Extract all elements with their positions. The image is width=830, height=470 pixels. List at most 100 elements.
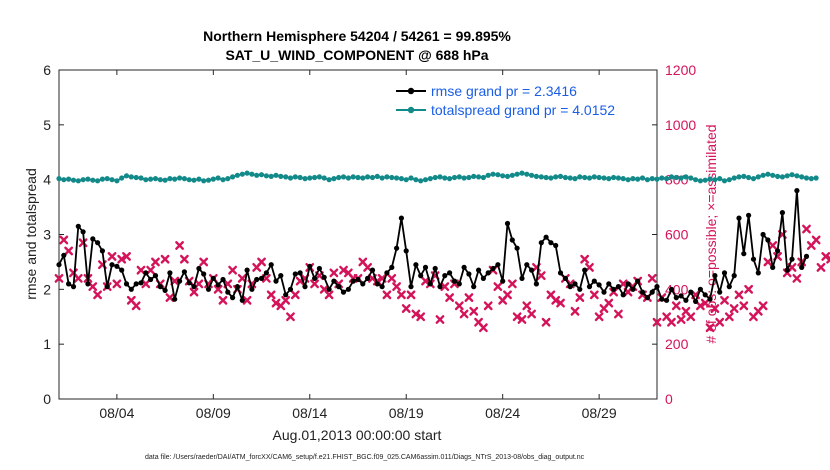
rmse-point [649, 289, 655, 295]
x-tick-label: 08/24 [485, 405, 520, 421]
rmse-point [109, 262, 115, 268]
obs-marker [744, 284, 754, 294]
totalspread-point [678, 175, 684, 181]
totalspread-point [389, 174, 395, 181]
totalspread-point [644, 177, 651, 183]
rmse-point [726, 284, 732, 290]
obs-marker [541, 317, 551, 327]
left-tick-label: 1 [43, 336, 51, 352]
totalspread-point [794, 173, 800, 179]
rmse-point [56, 262, 62, 268]
rmse-point [447, 270, 453, 276]
obs-marker [700, 298, 710, 308]
rmse-point [384, 270, 390, 276]
obs-marker [705, 323, 715, 333]
rmse-point [437, 284, 443, 290]
obs-marker [826, 254, 830, 264]
rmse-point [741, 251, 747, 257]
rmse-point [133, 281, 139, 287]
obs-marker [763, 257, 773, 267]
totalspread-point [447, 176, 453, 182]
obs-marker [792, 273, 802, 283]
totalspread-point [688, 175, 694, 181]
obs-marker [141, 279, 151, 289]
totalspread-point [712, 177, 718, 183]
obs-marker [440, 282, 450, 291]
totalspread-point [263, 173, 269, 179]
totalspread-point [268, 173, 274, 179]
obs-marker [146, 265, 156, 275]
rmse-point [635, 278, 641, 284]
rmse-point [442, 273, 448, 279]
obs-marker [536, 271, 546, 281]
obs-marker [464, 293, 474, 302]
rmse-point [717, 289, 723, 295]
totalspread-point [553, 174, 559, 180]
rmse-point [509, 237, 515, 243]
rmse-point [485, 270, 491, 276]
totalspread-point [606, 176, 612, 182]
totalspread-point [635, 176, 641, 182]
obs-marker [237, 273, 247, 283]
obs-marker [618, 279, 628, 289]
totalspread-point [287, 175, 294, 181]
totalspread-point [177, 175, 183, 181]
totalspread-point [90, 177, 96, 183]
totalspread-point [471, 173, 477, 179]
rmse-point [389, 264, 395, 270]
rmse-point [538, 240, 544, 246]
legend: rmse grand pr = 2.3416 totalspread grand… [396, 83, 615, 118]
rmse-point [177, 278, 183, 284]
rmse-point [803, 253, 810, 259]
rmse-point [625, 281, 631, 287]
obs-marker [493, 282, 503, 291]
obs-marker [589, 290, 599, 300]
rmse-point [750, 256, 757, 262]
rmse-point [495, 262, 501, 268]
right-tick-label: 1200 [665, 62, 696, 78]
rmse-point [707, 296, 713, 302]
rmse-point [138, 280, 144, 286]
rmse-point [784, 267, 790, 273]
totalspread-point [668, 174, 675, 180]
left-tick-label: 0 [43, 391, 51, 407]
obs-marker [556, 298, 565, 308]
totalspread-point [731, 175, 737, 181]
totalspread-point [336, 174, 342, 181]
totalspread-point [239, 171, 245, 177]
totalspread-point [292, 174, 298, 180]
rmse-point [461, 264, 467, 270]
totalspread-point [66, 176, 72, 182]
obs-marker [59, 235, 69, 245]
rmse-point [654, 284, 660, 290]
totalspread-point [398, 176, 404, 182]
obs-marker [54, 273, 64, 283]
rmse-point [533, 281, 540, 287]
rmse-point [659, 296, 665, 302]
totalspread-point [273, 172, 279, 178]
obs-marker [580, 254, 590, 264]
obs-marker [696, 301, 705, 311]
obs-marker [585, 263, 594, 272]
totalspread-point [191, 177, 197, 183]
totalspread-point [374, 173, 380, 179]
plot-area [58, 69, 658, 400]
totalspread-point [408, 175, 414, 181]
rmse-point [244, 267, 250, 273]
x-tick-label: 08/04 [99, 405, 134, 421]
obs-marker [421, 276, 430, 286]
totalspread-point [394, 175, 400, 181]
obs-marker [175, 241, 184, 250]
rmse-point [181, 269, 187, 275]
totalspread-point [649, 176, 655, 182]
x-tick-label: 08/19 [389, 405, 424, 421]
rmse-point [456, 281, 462, 287]
totalspread-point [813, 175, 819, 181]
totalspread-point [297, 174, 303, 181]
totalspread-point [403, 177, 409, 183]
totalspread-point [601, 175, 607, 181]
obs-marker [93, 290, 102, 300]
obs-marker [445, 293, 455, 302]
obs-marker [136, 265, 146, 275]
rmse-point [167, 270, 173, 276]
